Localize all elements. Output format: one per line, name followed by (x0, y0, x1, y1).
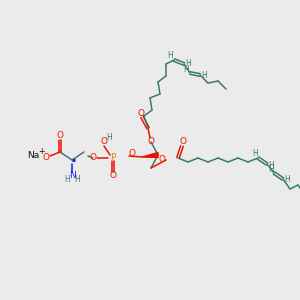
Text: H: H (284, 176, 290, 184)
Text: O: O (43, 152, 50, 161)
Text: H: H (167, 52, 173, 61)
Polygon shape (142, 152, 158, 158)
Text: P: P (110, 154, 116, 163)
Text: H: H (74, 176, 80, 184)
Text: O: O (110, 172, 116, 181)
Text: O: O (158, 155, 166, 164)
Text: H: H (185, 59, 191, 68)
Text: H: H (268, 164, 274, 173)
Text: H: H (106, 134, 112, 142)
Text: H: H (64, 176, 70, 184)
Text: Na: Na (27, 151, 39, 160)
Text: +: + (38, 146, 44, 155)
Text: N: N (69, 172, 75, 181)
Text: O: O (148, 137, 154, 146)
Text: H: H (252, 149, 258, 158)
Text: O: O (89, 154, 97, 163)
Text: H: H (183, 65, 189, 74)
Text: O: O (128, 148, 136, 158)
Text: O: O (100, 137, 107, 146)
Text: O: O (179, 137, 187, 146)
Text: O: O (56, 131, 64, 140)
Text: O: O (137, 109, 145, 118)
Text: H: H (268, 160, 274, 169)
Text: H: H (201, 71, 207, 80)
